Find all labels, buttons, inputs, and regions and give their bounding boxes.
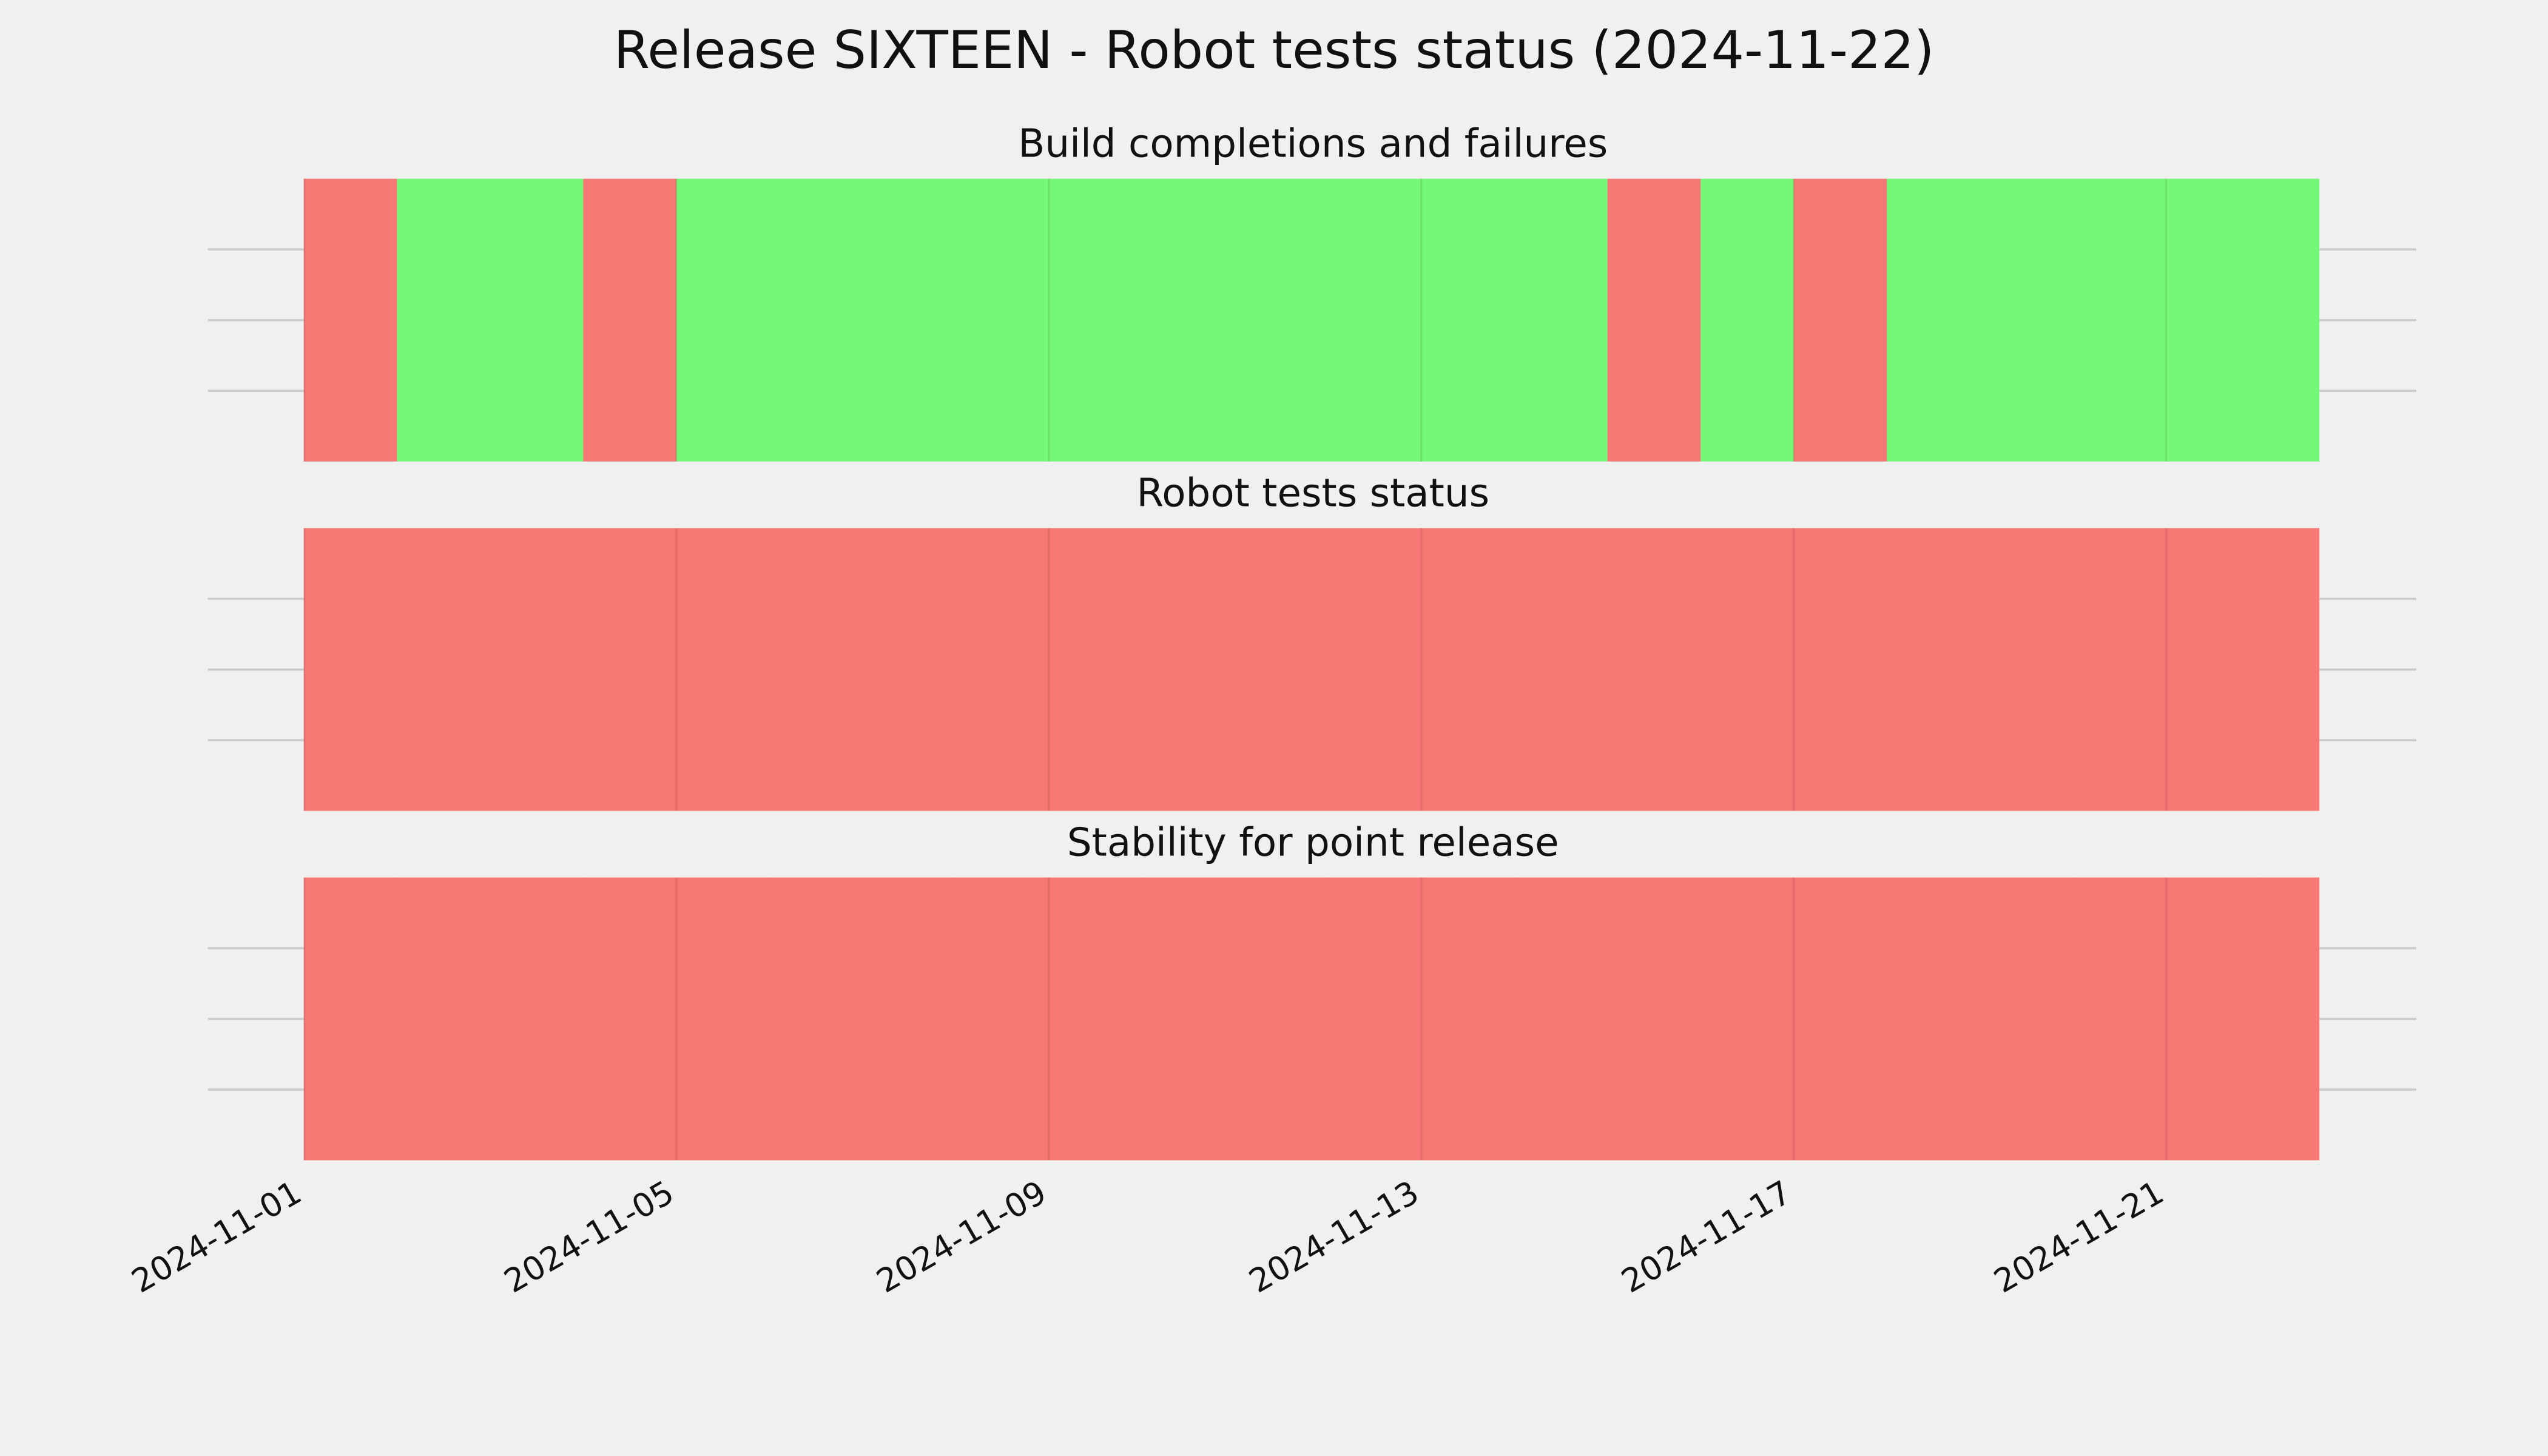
status-bar	[1328, 528, 1422, 811]
status-bar	[769, 528, 863, 811]
status-bar	[1607, 528, 1701, 811]
status-bar	[769, 877, 863, 1161]
status-bar	[583, 178, 677, 462]
status-bar	[1514, 877, 1608, 1161]
status-bar	[583, 528, 677, 811]
status-bar	[862, 178, 957, 462]
status-bar	[397, 877, 491, 1161]
status-bar	[1328, 178, 1422, 462]
status-bar	[769, 178, 863, 462]
status-bar	[1421, 877, 1515, 1161]
status-bar	[956, 877, 1050, 1161]
status-bar	[490, 877, 584, 1161]
status-bar	[1235, 877, 1329, 1161]
status-bar	[1142, 877, 1236, 1161]
status-bar	[1142, 178, 1236, 462]
panel-title: Robot tests status	[1136, 471, 1489, 516]
status-bar	[1514, 178, 1608, 462]
status-bar	[1048, 178, 1143, 462]
status-bar	[676, 877, 770, 1161]
status-bar	[2166, 528, 2260, 811]
status-bar	[1887, 178, 1981, 462]
status-bar	[303, 178, 398, 462]
status-bar	[956, 178, 1050, 462]
status-bar	[676, 528, 770, 811]
status-bar	[1700, 877, 1795, 1161]
status-bar	[1793, 528, 1887, 811]
status-bar	[1048, 528, 1143, 811]
status-bar	[1607, 877, 1701, 1161]
status-bar	[956, 528, 1050, 811]
panel-title: Stability for point release	[1067, 820, 1559, 865]
status-bar	[862, 877, 957, 1161]
status-bar	[303, 528, 398, 811]
status-bar	[1980, 528, 2074, 811]
status-bar	[1607, 178, 1701, 462]
status-bar	[2259, 877, 2320, 1161]
status-bar	[1048, 877, 1143, 1161]
status-bar	[1793, 877, 1887, 1161]
status-bar	[490, 528, 584, 811]
status-bar	[397, 178, 491, 462]
status-bar	[1421, 178, 1515, 462]
status-bar	[1235, 528, 1329, 811]
status-bar	[1328, 877, 1422, 1161]
status-bar	[303, 877, 398, 1161]
status-bar	[1700, 178, 1795, 462]
status-bar	[2166, 877, 2260, 1161]
panel-title: Build completions and failures	[1018, 121, 1608, 167]
status-bar	[862, 528, 957, 811]
status-bar	[1421, 528, 1515, 811]
status-bar	[583, 877, 677, 1161]
status-bar	[1235, 178, 1329, 462]
status-bar	[1142, 528, 1236, 811]
status-bar	[2073, 178, 2167, 462]
status-bar	[1887, 877, 1981, 1161]
status-bar	[2259, 528, 2320, 811]
status-bar	[397, 528, 491, 811]
status-bar	[1793, 178, 1887, 462]
status-bar	[2073, 528, 2167, 811]
status-bar	[2073, 877, 2167, 1161]
status-bar	[1980, 178, 2074, 462]
status-bar	[1514, 528, 1608, 811]
status-bar	[490, 178, 584, 462]
status-bar	[1887, 528, 1981, 811]
status-bar	[676, 178, 770, 462]
status-bar	[2259, 178, 2320, 462]
status-bar	[1700, 528, 1795, 811]
status-bar	[2166, 178, 2260, 462]
status-bar	[1980, 877, 2074, 1161]
chart-title: Release SIXTEEN - Robot tests status (20…	[614, 20, 1935, 81]
